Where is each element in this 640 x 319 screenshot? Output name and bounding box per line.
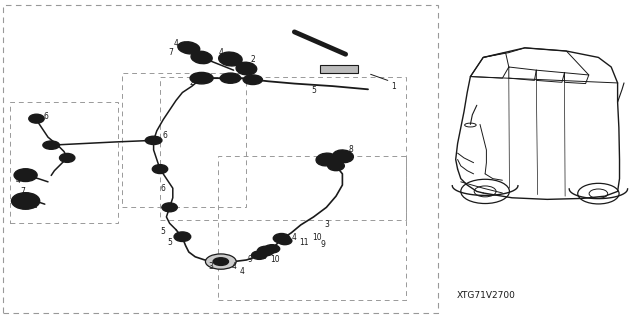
Ellipse shape [43,141,60,149]
Text: 3: 3 [209,262,214,271]
Ellipse shape [273,234,290,243]
Ellipse shape [174,232,191,241]
Text: 10: 10 [270,256,280,264]
Ellipse shape [220,73,241,83]
Ellipse shape [264,245,280,253]
Text: 8: 8 [348,145,353,154]
Ellipse shape [12,193,40,209]
Text: 4: 4 [239,267,244,276]
Bar [160,77,406,220]
Text: 10: 10 [312,233,322,242]
Ellipse shape [252,251,267,259]
Ellipse shape [257,246,274,256]
Circle shape [205,254,236,269]
Text: 7: 7 [20,187,26,196]
Ellipse shape [162,203,177,212]
Text: 9: 9 [321,240,326,249]
Text: 5: 5 [161,227,166,236]
Bar [218,156,406,300]
Text: 6: 6 [44,112,49,121]
Text: 8: 8 [261,252,266,261]
Text: XTG71V2700: XTG71V2700 [457,291,516,300]
Ellipse shape [29,114,44,123]
Ellipse shape [14,169,37,182]
Text: 3: 3 [324,220,329,229]
Ellipse shape [190,72,213,84]
Text: 11: 11 [300,238,308,247]
Ellipse shape [145,136,162,145]
Text: 7: 7 [218,56,223,65]
Text: 2: 2 [189,78,195,87]
Ellipse shape [278,237,292,245]
Text: 6: 6 [161,184,166,193]
Text: 4: 4 [292,233,297,242]
Ellipse shape [152,165,168,174]
Text: 4: 4 [218,48,223,57]
Ellipse shape [60,153,75,162]
Ellipse shape [219,52,242,66]
Text: 4: 4 [173,39,179,48]
Ellipse shape [191,51,212,64]
Text: 7: 7 [168,48,173,57]
Ellipse shape [243,75,262,85]
Circle shape [213,258,228,265]
Text: 1: 1 [391,82,396,91]
Text: 2: 2 [33,201,38,210]
Bar [3,5,438,313]
Text: 6: 6 [163,131,168,140]
Text: 4: 4 [343,153,348,162]
Text: 2: 2 [250,55,255,63]
Text: 5: 5 [311,86,316,95]
Ellipse shape [316,153,337,166]
Ellipse shape [328,161,344,171]
Ellipse shape [333,150,353,163]
Bar [10,102,118,223]
Text: 5: 5 [167,238,172,247]
Text: 4: 4 [231,262,236,271]
Text: 4: 4 [15,176,20,185]
Bar [122,73,246,207]
Ellipse shape [178,42,200,54]
Bar [320,65,358,73]
Ellipse shape [236,62,257,75]
Text: 9: 9 [247,256,252,264]
